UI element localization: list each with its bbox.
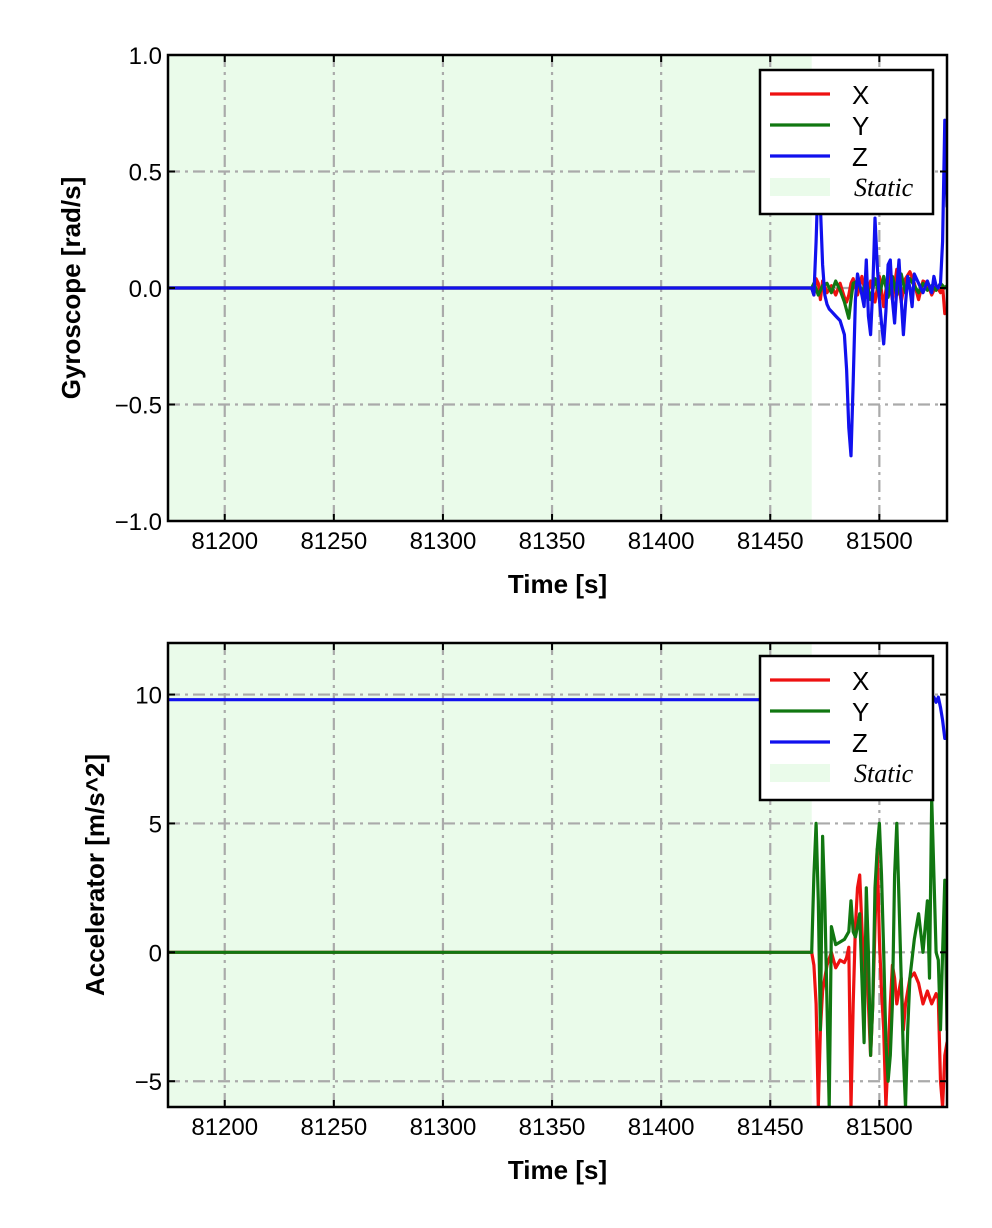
legend-swatch-static bbox=[770, 764, 830, 782]
legend-label-x: X bbox=[852, 666, 869, 696]
series-line-y bbox=[168, 796, 947, 1107]
y-tick-label: −0.5 bbox=[115, 393, 162, 420]
legend-label-y: Y bbox=[852, 697, 869, 727]
legend-swatch-static bbox=[770, 178, 830, 196]
y-tick-label: 10 bbox=[135, 683, 162, 710]
y-tick-label: 0 bbox=[149, 940, 162, 967]
legend-label-static: Static bbox=[854, 173, 914, 202]
axes-frame bbox=[166, 641, 949, 1109]
static-region bbox=[168, 643, 812, 1107]
legend-label-z: Z bbox=[852, 142, 868, 172]
gyroscope-panel: 81200 81250 81300 81350 81400 81450 81500 −1.0 −… bbox=[56, 43, 949, 599]
x-tick-label: 81500 bbox=[846, 1114, 913, 1141]
y-axis-label: Accelerator [m/s^2] bbox=[80, 754, 110, 996]
x-tick-label: 81300 bbox=[410, 528, 477, 555]
x-tick-label: 81350 bbox=[519, 528, 586, 555]
x-tick-label: 81400 bbox=[628, 1114, 695, 1141]
legend-label-z: Z bbox=[852, 728, 868, 758]
series-line-z bbox=[168, 118, 947, 458]
x-tick-label: 81250 bbox=[300, 528, 367, 555]
x-tick-label: 81450 bbox=[737, 1114, 804, 1141]
x-axis-label: Time [s] bbox=[508, 1155, 607, 1185]
legend-label-x: X bbox=[852, 80, 869, 110]
x-tick-label: 81400 bbox=[628, 528, 695, 555]
x-axis-label: Time [s] bbox=[508, 569, 607, 599]
x-tick-label: 81500 bbox=[846, 528, 913, 555]
x-tick-label: 81250 bbox=[300, 1114, 367, 1141]
accelerator-panel: 81200 81250 81300 81350 81400 81450 81500 −5 0 5 1… bbox=[80, 641, 949, 1185]
x-tick-label: 81450 bbox=[737, 528, 804, 555]
legend-label-static: Static bbox=[854, 759, 914, 788]
legend-label-y: Y bbox=[852, 111, 869, 141]
y-tick-label: 0.5 bbox=[129, 160, 162, 187]
x-tick-label: 81200 bbox=[191, 1114, 258, 1141]
y-axis-label: Gyroscope [rad/s] bbox=[56, 177, 86, 400]
y-tick-label: −1.0 bbox=[115, 509, 162, 536]
y-tick-label: 0.0 bbox=[129, 276, 162, 303]
series-lines bbox=[168, 118, 947, 458]
x-tick-label: 81300 bbox=[410, 1114, 477, 1141]
y-tick-label: 5 bbox=[149, 811, 162, 838]
x-tick-label: 81200 bbox=[191, 528, 258, 555]
x-tick-label: 81350 bbox=[519, 1114, 586, 1141]
y-tick-label: 1.0 bbox=[129, 43, 162, 70]
y-tick-label: −5 bbox=[135, 1069, 162, 1096]
